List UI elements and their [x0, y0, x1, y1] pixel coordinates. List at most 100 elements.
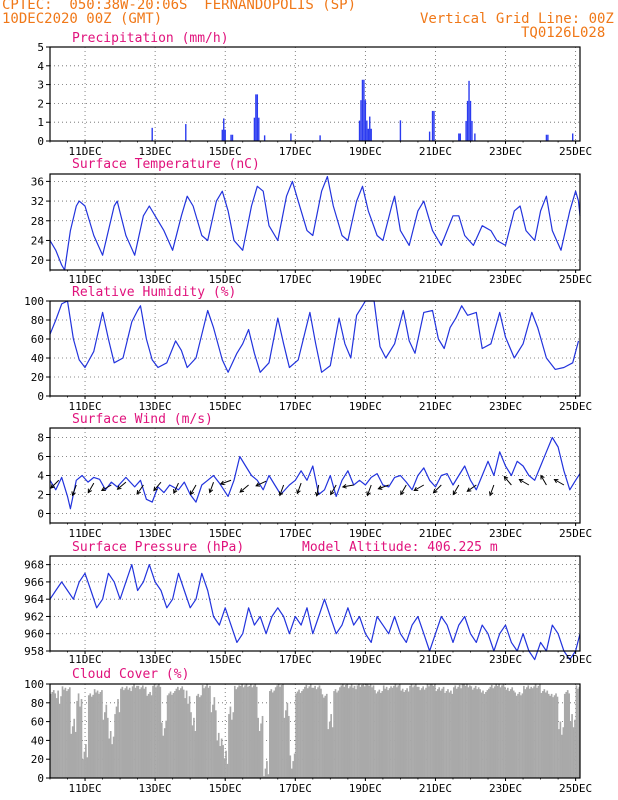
cloud-bar — [220, 738, 223, 778]
wind-arrow — [72, 484, 77, 496]
cloud-bar — [287, 715, 290, 778]
cloud-bar — [149, 691, 151, 778]
cloud-bar — [51, 691, 54, 778]
cloud-bar — [410, 684, 413, 778]
cloud-bar — [537, 685, 540, 778]
y-tick-label: 60 — [31, 716, 44, 729]
cloud-bar — [277, 684, 280, 778]
cloud-bar — [489, 686, 492, 778]
cloud-bar — [139, 689, 141, 778]
precip-bar — [360, 100, 362, 141]
y-tick-label: 32 — [31, 195, 44, 208]
cloud-bar — [71, 726, 74, 778]
cloud-bar — [182, 689, 185, 778]
x-tick-label: 15DEC — [209, 145, 242, 158]
cloud-bar — [464, 685, 467, 778]
y-tick-label: 20 — [31, 254, 44, 267]
cloud-bar — [214, 710, 217, 778]
cloud-bar — [239, 685, 242, 778]
cloud-bar — [61, 686, 64, 778]
wind-arrow — [554, 479, 565, 486]
cloud-bar — [257, 717, 259, 778]
cloud-bar — [150, 695, 153, 778]
cloud-bar — [391, 687, 394, 778]
cloud-bar — [98, 693, 100, 778]
cloud-bar — [261, 715, 264, 778]
cloud-bar — [558, 729, 560, 778]
panel-title: Surface Wind (m/s) — [72, 412, 213, 427]
cloud-bar — [360, 684, 363, 778]
cloud-bar — [225, 750, 227, 778]
x-tick-label: 17DEC — [279, 653, 312, 666]
cloud-bar — [540, 692, 543, 778]
cloud-bar — [457, 686, 460, 778]
cloud-bar — [448, 692, 451, 778]
cloud-bar — [578, 686, 581, 778]
wind-arrow-head — [87, 488, 92, 494]
cloud-bar — [454, 685, 457, 778]
cloud-bar — [369, 684, 372, 778]
wind-arrow — [540, 475, 547, 486]
wind-arrow — [220, 479, 232, 485]
cloud-bar — [160, 722, 163, 778]
cloud-bar — [512, 690, 515, 778]
cloud-bar — [171, 694, 173, 778]
wind-arrow — [117, 481, 127, 490]
x-tick-label: 17DEC — [279, 782, 312, 795]
cloud-bar — [435, 691, 438, 778]
cloud-bar — [353, 685, 356, 778]
wind-arrow — [316, 484, 320, 496]
cloud-bar — [330, 714, 332, 778]
panel-frame — [49, 555, 581, 652]
cloud-bar — [442, 686, 445, 778]
cloud-bar — [565, 691, 568, 778]
x-tick-label: 25DEC — [559, 400, 592, 413]
cloud-bar — [207, 687, 210, 778]
cloud-bar — [490, 684, 493, 778]
cloud-bar — [520, 695, 522, 778]
wind-arrow-head — [377, 485, 383, 490]
cloud-bar — [285, 710, 287, 778]
cloud-bar — [359, 686, 362, 778]
cloud-bar — [226, 763, 229, 778]
cloud-bar — [93, 689, 96, 778]
y-tick-label: 5 — [37, 41, 44, 54]
precip-bar — [361, 79, 364, 141]
cloud-bar — [63, 689, 65, 778]
wind-arrow-head — [452, 490, 457, 496]
cloud-bar — [390, 686, 392, 778]
precip-bar — [258, 117, 260, 141]
cloud-bar — [263, 776, 265, 778]
cloud-bar — [147, 693, 150, 778]
cloud-bar — [439, 690, 442, 778]
cloud-bar — [133, 684, 135, 778]
cloud-bar — [375, 693, 378, 778]
x-tick-label: 15DEC — [209, 273, 242, 286]
wind-arrow-head — [173, 489, 178, 495]
cloud-bar — [574, 719, 576, 778]
precip-bar — [364, 100, 367, 141]
wind-arrow-head — [518, 478, 524, 484]
cloud-bar — [412, 687, 414, 778]
precip-bar — [223, 118, 225, 141]
wind-arrow — [366, 484, 372, 496]
y-tick-label: 2 — [37, 489, 44, 502]
wind-arrow-head — [296, 489, 301, 495]
y-tick-label: 100 — [24, 678, 44, 691]
y-tick-label: 36 — [31, 175, 44, 188]
precip-bar — [571, 133, 574, 141]
x-tick-label: 25DEC — [559, 653, 592, 666]
cloud-bar — [213, 697, 216, 778]
cloud-bar — [181, 686, 184, 778]
header-grid-note: Vertical Grid Line: 00Z — [420, 11, 614, 27]
cloud-bar — [308, 686, 311, 778]
precip-bar — [231, 134, 234, 141]
x-tick-label: 13DEC — [139, 400, 172, 413]
cloud-bar — [344, 684, 347, 778]
x-tick-label: 23DEC — [489, 527, 522, 540]
cloud-bar — [325, 693, 328, 778]
x-tick-label: 25DEC — [559, 527, 592, 540]
x-tick-label: 21DEC — [419, 273, 452, 286]
cloud-bar — [95, 692, 97, 778]
x-tick-label: 15DEC — [209, 653, 242, 666]
